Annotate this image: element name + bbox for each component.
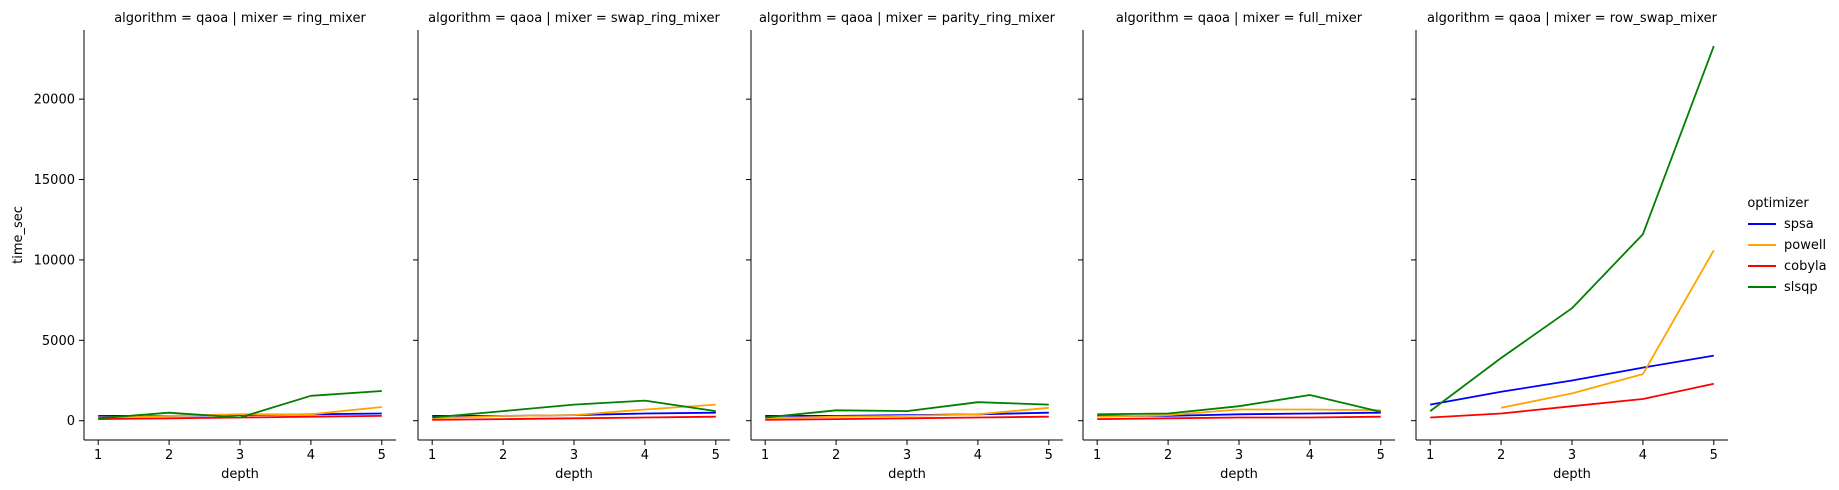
series-line-cobyla	[1097, 415, 1381, 420]
x-axis-label: depth	[1220, 467, 1258, 482]
x-tick-label: 3	[236, 448, 244, 463]
series-line-powell	[98, 406, 382, 419]
series-line-powell	[1500, 249, 1715, 409]
y-tick-label: 15000	[34, 173, 75, 188]
panel-title: algorithm = qaoa | mixer = row_swap_mixe…	[1427, 11, 1718, 26]
legend-label: powell	[1784, 238, 1826, 253]
x-tick-label: 1	[761, 448, 769, 463]
x-tick-label: 5	[1045, 448, 1053, 463]
x-tick-label: 2	[165, 448, 173, 463]
x-tick-label: 1	[428, 448, 436, 463]
x-tick-label: 2	[1164, 448, 1172, 463]
x-tick-label: 5	[1377, 448, 1385, 463]
panel-title: algorithm = qaoa | mixer = ring_mixer	[114, 11, 366, 26]
x-tick-label: 1	[1426, 448, 1434, 463]
series-line-slsqp	[1429, 45, 1715, 412]
x-tick-label: 5	[378, 448, 386, 463]
x-tick-label: 3	[1568, 448, 1576, 463]
x-tick-label: 3	[570, 448, 578, 463]
series-line-cobyla	[765, 415, 1049, 421]
series-line-spsa	[1430, 354, 1714, 406]
x-tick-label: 2	[1497, 448, 1505, 463]
x-tick-label: 1	[94, 448, 102, 463]
y-axis-label: time_sec	[11, 206, 26, 264]
panel-title: algorithm = qaoa | mixer = swap_ring_mix…	[428, 11, 720, 26]
x-tick-label: 4	[641, 448, 649, 463]
series-line-powell	[432, 403, 716, 420]
series-line-slsqp	[765, 401, 1049, 419]
series-line-slsqp	[1097, 394, 1382, 416]
x-tick-label: 2	[832, 448, 840, 463]
y-tick-label: 5000	[42, 334, 75, 349]
series-line-slsqp	[432, 399, 716, 419]
x-tick-label: 2	[499, 448, 507, 463]
x-axis-label: depth	[888, 467, 926, 482]
panel-title: algorithm = qaoa | mixer = full_mixer	[1116, 11, 1363, 26]
x-axis-label: depth	[1553, 467, 1591, 482]
panel-title: algorithm = qaoa | mixer = parity_ring_m…	[759, 11, 1056, 26]
legend-label: spsa	[1784, 217, 1814, 232]
x-tick-label: 3	[1235, 448, 1243, 463]
series-line-powell	[765, 406, 1049, 420]
y-tick-label: 0	[67, 414, 75, 429]
y-tick-label: 10000	[34, 253, 75, 268]
x-tick-label: 4	[1639, 448, 1647, 463]
y-tick-label: 20000	[34, 93, 75, 108]
x-tick-label: 3	[903, 448, 911, 463]
series-line-cobyla	[432, 415, 716, 421]
legend-title: optimizer	[1747, 196, 1809, 211]
x-axis-label: depth	[555, 467, 593, 482]
x-tick-label: 5	[712, 448, 720, 463]
x-tick-label: 5	[1710, 448, 1718, 463]
x-tick-label: 1	[1093, 448, 1101, 463]
legend-label: slsqp	[1784, 280, 1818, 295]
series-line-cobyla	[1430, 382, 1714, 419]
x-tick-label: 4	[307, 448, 315, 463]
legend-label: cobyla	[1784, 259, 1827, 274]
x-tick-label: 4	[974, 448, 982, 463]
series-line-powell	[1097, 408, 1381, 418]
x-tick-label: 4	[1306, 448, 1314, 463]
series-line-slsqp	[98, 390, 382, 420]
x-axis-label: depth	[221, 467, 259, 482]
